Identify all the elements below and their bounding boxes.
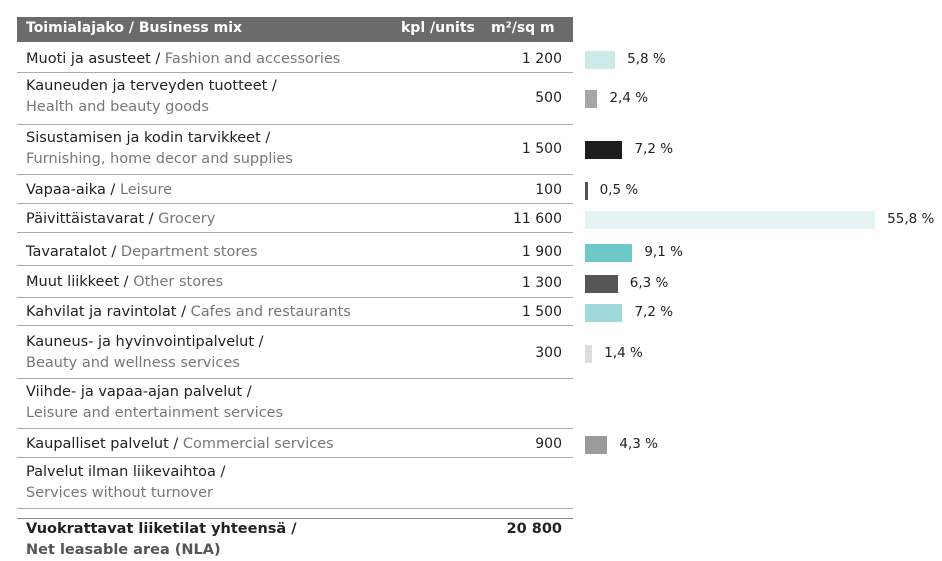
table-row: Kahvilat ja ravintolat / Cafes and resta… [17,300,573,326]
label-fi: Viihde- ja vapaa-ajan palvelut / [26,384,252,400]
total-area: 20 800 [506,521,563,537]
table-row: Viihde- ja vapaa-ajan palvelut / Leisure … [17,380,573,429]
row-label: Tavaratalot / Department stores [26,242,258,263]
area-value: 300 [535,345,562,361]
share-bar [585,210,876,229]
table-row: Palvelut ilman liikevaihtoa / Services wi… [17,460,573,509]
total-fi: Vuokrattavat liiketilat yhteensä / [26,521,297,537]
share-bar [585,303,623,322]
table-header: Toimialajako / Business mix kpl /units m… [17,17,573,42]
area-value: 11 600 [513,210,562,227]
share-bar [585,181,588,200]
share-bar [585,141,623,159]
header-cell: kpl /units [401,20,475,36]
row-label: Kahvilat ja ravintolat / Cafes and resta… [26,302,351,323]
share-label: 6,3 % [629,274,669,291]
area-value: 1 200 [521,50,562,67]
label-en: Beauty and wellness services [26,355,240,371]
label-fi: Sisustamisen ja kodin tarvikkeet / [26,130,271,146]
table-row: Kauneuden ja terveyden tuotteet / Health … [17,74,573,125]
row-label: Vapaa-aika / Leisure [26,180,172,201]
area-value: 1 500 [521,303,562,320]
share-label: 1,4 % [604,345,643,361]
share-label: 4,3 % [619,435,658,452]
table-row: Sisustamisen ja kodin tarvikkeet / Furnis… [17,126,573,175]
share-label: 2,4 % [609,90,649,106]
area-value: 1 300 [521,274,562,291]
label-en: Commercial services [182,436,334,452]
label-fi: Kauneuden ja terveyden tuotteet / [26,78,277,94]
table-row: Muoti ja asusteet / Fashion and accessor… [17,47,573,73]
area-value: 1 900 [521,243,562,260]
label-fi: Tavaratalot / [26,244,117,260]
label-en: Cafes and restaurants [190,304,351,320]
share-label: 9,1 % [644,243,683,260]
table-row: Päivittäistavarat / Grocery 11 600 [17,207,573,233]
label-en: Leisure [119,182,173,198]
header-cell: Toimialajako / Business mix [26,20,243,36]
total-row: Vuokrattavat liiketilat yhteensä / Net le… [17,518,573,558]
label-fi: Päivittäistavarat / [26,211,154,227]
row-label: Sisustamisen ja kodin tarvikkeet / Furnis… [26,128,293,170]
label-en: Fashion and accessories [164,51,341,67]
label-en: Services without turnover [26,485,213,501]
label-fi: Kauneus- ja hyvinvointipalvelut / [26,334,264,350]
label-en: Health and beauty goods [26,99,209,115]
label-en: Furnishing, home decor and supplies [26,151,293,167]
table-row: Vapaa-aika / Leisure 100 [17,178,573,204]
row-label: Palvelut ilman liikevaihtoa / Services wi… [26,462,225,504]
area-value: 100 [535,181,562,198]
total-en: Net leasable area (NLA) [26,542,221,558]
label-en: Other stores [133,274,224,290]
row-label: Muut liikkeet / Other stores [26,272,223,293]
row-label: Viihde- ja vapaa-ajan palvelut / Leisure … [26,382,283,424]
row-label: Kauneus- ja hyvinvointipalvelut / Beauty … [26,332,264,374]
table-row: Kauneus- ja hyvinvointipalvelut / Beauty … [17,330,573,379]
area-value: 500 [535,90,562,106]
label-en: Department stores [120,244,258,260]
header-cell: m²/sq m [491,20,555,36]
share-label: 55,8 % [887,210,935,227]
table-row: Tavaratalot / Department stores 1 900 [17,240,573,266]
area-value: 900 [535,435,562,452]
share-label: 5,8 % [627,50,666,67]
share-label: 7,2 % [634,303,674,320]
label-fi: Kaupalliset palvelut / [26,436,179,452]
label-en: Grocery [158,211,216,227]
table-row: Muut liikkeet / Other stores 1 300 [17,270,573,298]
row-label: Kaupalliset palvelut / Commercial servic… [26,434,334,455]
label-fi: Palvelut ilman liikevaihtoa / [26,464,226,480]
share-bar [585,345,593,363]
share-bar [585,435,608,454]
row-label: Päivittäistavarat / Grocery [26,209,215,230]
share-label: 7,2 % [634,141,674,157]
row-label: Muoti ja asusteet / Fashion and accessor… [26,49,340,70]
share-bar [585,90,598,108]
share-bar [585,50,616,69]
table-row: Kaupalliset palvelut / Commercial servic… [17,432,573,458]
label-fi: Vapaa-aika / [26,182,116,198]
label-fi: Muut liikkeet / [26,274,129,290]
label-fi: Kahvilat ja ravintolat / [26,304,186,320]
share-bar [585,274,618,293]
label-en: Leisure and entertainment services [26,405,284,421]
share-bar [585,243,633,262]
share-label: 0,5 % [599,181,639,198]
row-label: Kauneuden ja terveyden tuotteet / Health … [26,76,277,118]
label-fi: Muoti ja asusteet / [26,51,161,67]
area-value: 1 500 [521,141,562,157]
